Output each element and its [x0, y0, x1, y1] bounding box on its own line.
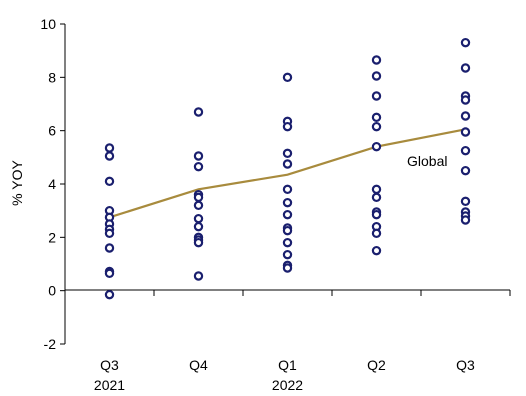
x-tick-label: Q3: [100, 357, 119, 373]
y-tick-label: 10: [40, 16, 56, 32]
scatter-point: [104, 243, 115, 253]
scatter-point: [193, 107, 204, 117]
scatter-point: [193, 213, 204, 224]
scatter-point: [371, 192, 382, 203]
scatter-point: [104, 268, 115, 279]
scatter-point: [193, 237, 204, 248]
scatter-point: [282, 148, 293, 159]
scatter-point: [460, 37, 471, 48]
scatter-point: [104, 228, 115, 239]
x-tick-label: Q1: [278, 357, 297, 373]
series-label-global: Global: [407, 153, 447, 169]
scatter-point: [371, 184, 382, 195]
scatter-point: [371, 71, 382, 81]
y-axis-title: % YOY: [9, 160, 25, 206]
scatter-point: [104, 151, 115, 161]
scatter-point: [371, 228, 382, 239]
scatter-point: [282, 159, 293, 169]
scatter-point: [282, 263, 293, 273]
scatter-point: [282, 121, 293, 132]
x-tick-label: Q4: [189, 357, 208, 373]
scatter-point: [460, 145, 471, 156]
y-tick-label: -2: [44, 336, 57, 352]
scatter-point: [460, 165, 471, 176]
y-tick-label: 4: [48, 176, 56, 192]
scatter-point: [282, 237, 293, 248]
global-series-line: [109, 128, 466, 219]
scatter-point: [371, 121, 382, 132]
scatter-point: [460, 95, 471, 105]
scatter-point: [371, 112, 382, 123]
scatter-point: [371, 141, 382, 152]
scatter-point: [282, 249, 293, 260]
scatter-point: [460, 196, 471, 207]
scatter-point: [104, 143, 115, 153]
scatter-point: [460, 63, 471, 73]
y-tick-label: 2: [48, 229, 56, 245]
y-tick-label: 6: [48, 123, 56, 139]
scatter-point: [193, 200, 204, 211]
scatter-point: [460, 127, 471, 137]
y-tick-label: 8: [48, 69, 56, 85]
scatter-point: [104, 289, 115, 300]
scatter-point: [282, 209, 293, 220]
scatter-point: [282, 197, 293, 208]
scatter-point: [282, 72, 293, 83]
scatter-point: [371, 209, 382, 220]
x-tick-sublabel: 2022: [272, 377, 303, 393]
scatter-point: [282, 184, 293, 195]
scatter-point: [104, 176, 115, 187]
y-tick-label: 0: [48, 283, 56, 299]
scatter-point: [460, 215, 471, 225]
scatter-point: [371, 91, 382, 101]
scatter-point: [193, 221, 204, 232]
x-tick-sublabel: 2021: [94, 377, 125, 393]
scatter-point: [282, 225, 293, 236]
scatter-point: [371, 55, 382, 65]
x-tick-label: Q3: [456, 357, 475, 373]
scatter-point: [193, 192, 204, 203]
scatter-point: [193, 271, 204, 281]
scatter-point: [193, 151, 204, 161]
x-tick-label: Q2: [367, 357, 386, 373]
scatter-point: [193, 161, 204, 172]
scatter-point: [460, 111, 471, 121]
scatter-point: [371, 245, 382, 256]
